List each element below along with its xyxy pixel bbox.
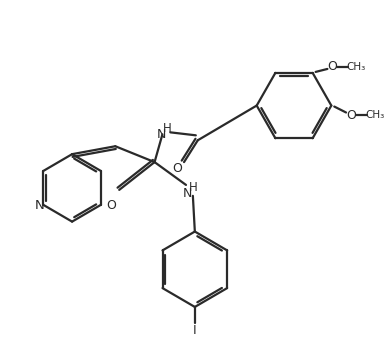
Text: O: O <box>327 61 337 74</box>
Text: CH₃: CH₃ <box>346 62 365 72</box>
Text: O: O <box>172 162 182 175</box>
Text: CH₃: CH₃ <box>365 111 384 120</box>
Text: O: O <box>346 109 356 122</box>
Text: N: N <box>157 128 166 141</box>
Text: N: N <box>182 187 192 200</box>
Text: O: O <box>106 199 116 212</box>
Text: H: H <box>188 181 197 194</box>
Text: I: I <box>193 324 197 337</box>
Text: H: H <box>163 122 172 135</box>
Text: N: N <box>34 199 44 212</box>
